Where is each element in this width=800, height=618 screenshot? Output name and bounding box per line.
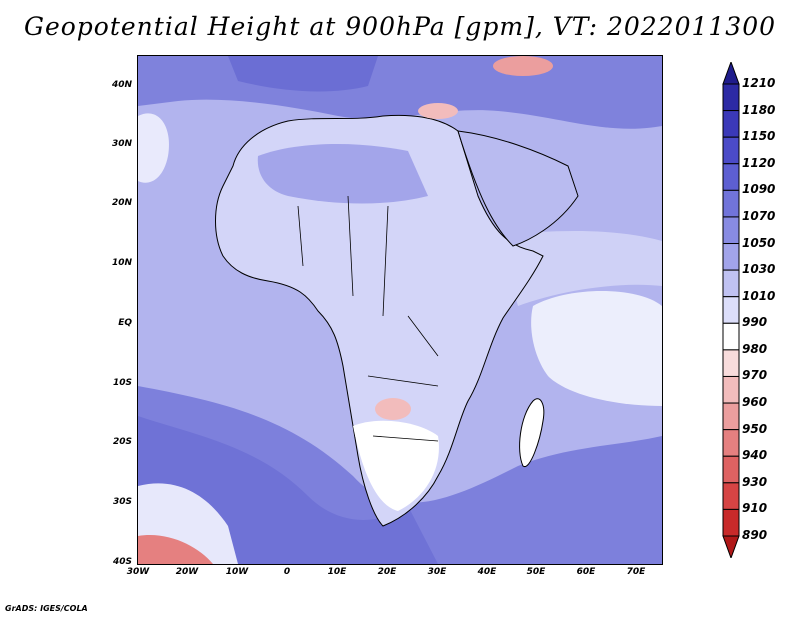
colorbar-swatch	[722, 375, 740, 404]
colorbar-swatch	[722, 508, 740, 537]
levant-low	[418, 103, 458, 119]
lon-label-20w: 20W	[175, 567, 199, 577]
lon-label-10e: 10E	[327, 567, 347, 577]
lat-label-10n: 10N	[111, 258, 132, 268]
lat-label-eq: EQ	[118, 318, 132, 328]
colorbar-swatch	[722, 429, 740, 457]
lon-label-20e: 20E	[377, 567, 397, 577]
colorbar-swatch	[722, 136, 740, 165]
lat-label-30n: 30N	[111, 139, 132, 149]
colorbar-label: 890	[742, 528, 768, 542]
colorbar-label: 950	[742, 421, 768, 436]
lon-label-50e: 50E	[526, 567, 546, 577]
colorbar-label: 970	[742, 368, 768, 383]
lat-label-10s: 10S	[112, 378, 132, 388]
colorbar-label: 960	[742, 395, 768, 410]
credit-text: GrADS: IGES/COLA	[5, 604, 88, 613]
colorbar-label: 940	[742, 448, 768, 463]
lon-label-0: 0	[283, 567, 291, 577]
lat-label-40s: 40S	[112, 557, 132, 567]
lon-label-70e: 70E	[626, 567, 646, 577]
colorbar-swatch	[722, 110, 740, 138]
colorbar-swatch	[722, 243, 740, 271]
chart-title: Geopotential Height at 900hPa [gpm], VT:…	[23, 12, 777, 41]
colorbar-swatch	[722, 296, 740, 324]
colorbar-swatch	[722, 216, 740, 245]
colorbar-bottom-triangle	[722, 535, 740, 558]
colorbar-label: 930	[742, 474, 768, 489]
colorbar-label: 1030	[742, 262, 776, 277]
indian-ocean-high	[531, 291, 662, 406]
colorbar-swatch	[722, 163, 740, 191]
colorbar-label: 990	[742, 315, 768, 330]
map-canvas	[138, 56, 662, 564]
colorbar-swatch	[722, 482, 740, 510]
africa-land	[215, 114, 544, 527]
colorbar-label: 1210	[742, 76, 776, 90]
colorbar-swatch	[722, 189, 740, 218]
lat-label-40n: 40N	[111, 80, 132, 90]
colorbar-label: 1070	[742, 208, 776, 223]
caspian-low	[493, 56, 553, 76]
colorbar-label: 980	[742, 341, 768, 356]
colorbar-label: 910	[742, 501, 768, 516]
lon-label-30e: 30E	[427, 567, 447, 577]
colorbar-label: 1120	[742, 155, 776, 170]
zambia-low	[375, 398, 411, 420]
europe-low	[228, 56, 378, 92]
atlantic-high	[138, 113, 169, 183]
colorbar-label: 1180	[742, 102, 776, 117]
sahara-shade	[257, 144, 428, 204]
lon-label-40e: 40E	[477, 567, 497, 577]
lon-label-10w: 10W	[225, 567, 249, 577]
colorbar-swatch	[722, 402, 740, 431]
colorbar-top-triangle	[722, 62, 740, 85]
lat-label-20s: 20S	[112, 437, 132, 447]
colorbar-label: 1150	[742, 129, 776, 144]
colorbar-swatch	[722, 269, 740, 298]
lat-label-30s: 30S	[112, 497, 132, 507]
colorbar-swatch	[722, 322, 740, 351]
arabian-peninsula	[457, 130, 579, 247]
colorbar-swatch	[722, 349, 740, 377]
lat-label-20n: 20N	[111, 198, 132, 208]
map-panel[interactable]	[137, 55, 663, 565]
colorbar-label: 1090	[742, 182, 776, 197]
southern-africa-high	[353, 420, 439, 511]
madagascar	[519, 398, 545, 467]
south-atlantic-low	[138, 535, 213, 564]
colorbar-swatch	[722, 83, 740, 112]
lon-label-60e: 60E	[576, 567, 596, 577]
colorbar-label: 1050	[742, 235, 776, 250]
country-borders	[297, 195, 439, 442]
lon-label-30w: 30W	[126, 567, 150, 577]
colorbar-swatches	[722, 62, 740, 558]
arabian-sea-shade	[498, 231, 662, 306]
colorbar-label: 1010	[742, 288, 776, 303]
colorbar-swatch	[722, 455, 740, 484]
